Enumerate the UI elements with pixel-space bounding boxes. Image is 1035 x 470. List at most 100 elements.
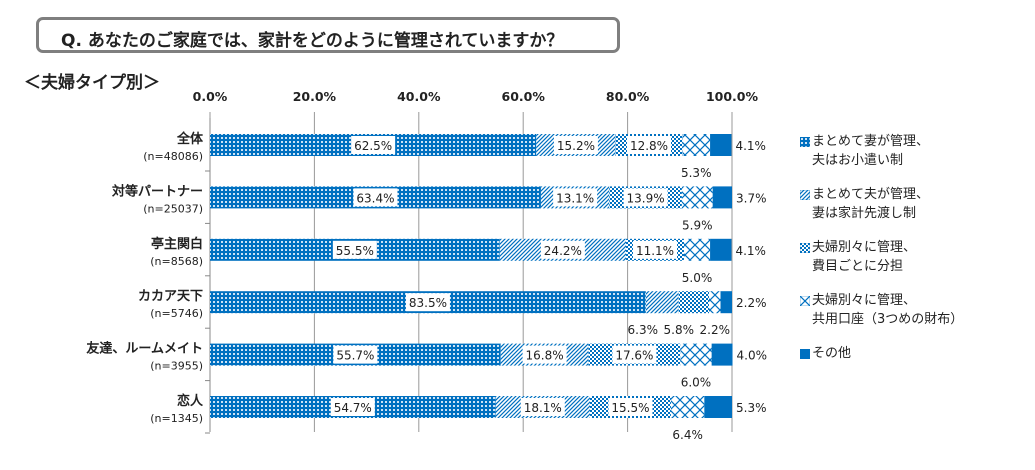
- x-tick-label: 80.0%: [606, 89, 650, 104]
- bar-segment: [678, 291, 710, 314]
- data-label: 4.1%: [735, 139, 766, 153]
- legend-item: その他: [800, 344, 852, 363]
- bar-segment: [710, 238, 732, 261]
- bar-segment: [720, 291, 732, 314]
- legend-label: まとめて妻が管理、: [812, 134, 930, 149]
- legend-swatch: [800, 243, 810, 253]
- legend-swatch: [800, 190, 810, 200]
- data-label-box: [330, 398, 375, 416]
- data-label: 13.9%: [627, 191, 665, 205]
- data-label: 54.7%: [334, 401, 372, 415]
- data-label: 4.0%: [737, 349, 768, 363]
- data-label: 4.1%: [735, 244, 766, 258]
- bar-segment: [645, 291, 679, 314]
- category-label: 恋人: [177, 393, 204, 409]
- data-label-box: [608, 398, 653, 416]
- legend-item: まとめて妻が管理、 夫はお小遣い制: [800, 132, 930, 170]
- data-label: 17.6%: [615, 349, 653, 363]
- legend-label: その他: [812, 346, 852, 361]
- data-label: 55.7%: [336, 349, 374, 363]
- data-label-box: [612, 345, 657, 364]
- legend-item: 夫婦別々に管理、共用口座（3つめの財布）: [800, 291, 964, 329]
- legend-label: 夫婦別々に管理、: [812, 293, 917, 308]
- data-label-box: [351, 136, 396, 154]
- legend-label: 夫はお小遣い制: [812, 153, 904, 168]
- question-title: Q. あなたのご家庭では、家計をどのように管理されていますか？: [61, 31, 564, 51]
- legend-swatch: [800, 137, 810, 147]
- x-tick-label: 40.0%: [397, 89, 441, 104]
- data-label: 5.3%: [736, 401, 767, 415]
- data-label: 63.4%: [356, 191, 394, 205]
- data-label: 62.5%: [354, 139, 392, 153]
- category-label: 対等パートナー: [111, 183, 203, 199]
- legend-item: まとめて夫が管理、 妻は家計先渡し制: [800, 185, 930, 223]
- x-tick-label: 60.0%: [502, 89, 546, 104]
- data-label-box: [520, 398, 565, 416]
- data-label-below: 6.4%: [672, 428, 703, 442]
- category-n-label: (n=8568): [150, 255, 203, 268]
- data-label-box: [353, 188, 398, 207]
- data-label-box: [633, 240, 678, 259]
- bar-segment: [681, 186, 713, 209]
- data-label-box: [332, 240, 377, 259]
- category-n-label: (n=48086): [143, 150, 203, 163]
- bar-segment: [683, 238, 711, 261]
- category-label: 亭主関白: [151, 236, 203, 252]
- data-label-box: [553, 188, 598, 207]
- legend-label: 共用口座（3つめの財布）: [812, 312, 964, 327]
- data-label: 3.7%: [736, 191, 767, 205]
- data-label-below: 5.3%: [681, 166, 712, 180]
- data-label-below: 2.2%: [700, 323, 731, 337]
- bar-segment: [682, 134, 711, 156]
- data-label-box: [540, 240, 585, 259]
- data-label-below: 5.8%: [664, 323, 695, 337]
- category-label: カカア天下: [138, 289, 203, 304]
- data-label: 15.2%: [557, 139, 595, 153]
- bar-segment: [710, 134, 732, 156]
- x-tick-label: 20.0%: [293, 89, 337, 104]
- data-label: 83.5%: [409, 296, 447, 310]
- data-label-box: [405, 293, 450, 312]
- data-label: 18.1%: [524, 401, 562, 415]
- x-tick-label: 100.0%: [706, 89, 759, 104]
- legend-label: 費目ごとに分担: [812, 259, 904, 274]
- x-tick-label: 0.0%: [193, 89, 228, 104]
- category-n-label: (n=1345): [150, 412, 203, 425]
- data-label-below: 5.9%: [682, 218, 713, 232]
- data-label-below: 6.3%: [628, 323, 659, 337]
- legend-swatch: [800, 296, 810, 306]
- category-label: 友達、ルームメイト: [86, 341, 203, 357]
- data-label: 13.1%: [556, 191, 594, 205]
- data-label-box: [627, 136, 672, 154]
- legend-swatch: [800, 349, 810, 359]
- data-label: 16.8%: [526, 349, 564, 363]
- data-label-below: 5.0%: [682, 271, 713, 285]
- category-label: 全体: [176, 131, 204, 147]
- legend-label: まとめて夫が管理、: [812, 187, 930, 202]
- data-label: 55.5%: [336, 244, 374, 258]
- bar-segment: [711, 343, 733, 366]
- data-label: 12.8%: [630, 139, 668, 153]
- data-label: 24.2%: [544, 244, 582, 258]
- data-label-box: [333, 345, 378, 364]
- legend-label: 夫婦別々に管理、: [812, 240, 917, 255]
- legend-item: 夫婦別々に管理、 費目ごとに分担: [800, 238, 917, 276]
- data-label-box: [553, 136, 598, 154]
- data-label-box: [522, 345, 567, 364]
- category-n-label: (n=5746): [150, 307, 203, 320]
- data-label: 11.1%: [636, 244, 674, 258]
- bar-segment: [709, 291, 721, 314]
- question-box: Q. あなたのご家庭では、家計をどのように管理されていますか？: [36, 17, 620, 53]
- data-label-below: 6.0%: [681, 376, 712, 390]
- bar-segment: [712, 186, 732, 209]
- chart-subtitle: ＜夫婦タイプ別＞: [24, 73, 160, 93]
- data-label: 15.5%: [611, 401, 649, 415]
- data-label-box: [623, 188, 668, 207]
- bar-segment: [704, 396, 732, 418]
- category-n-label: (n=3955): [150, 360, 203, 373]
- category-n-label: (n=25037): [143, 202, 203, 215]
- bar-segment: [680, 343, 712, 366]
- data-label: 2.2%: [736, 296, 767, 310]
- legend-label: 妻は家計先渡し制: [812, 206, 917, 221]
